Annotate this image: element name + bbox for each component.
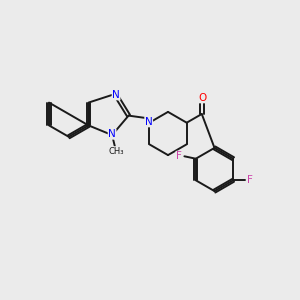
Text: CH₃: CH₃	[108, 147, 124, 156]
Text: N: N	[108, 129, 116, 139]
Text: N: N	[112, 90, 120, 100]
Text: N: N	[145, 117, 153, 127]
Text: F: F	[247, 175, 253, 185]
Text: F: F	[176, 151, 182, 161]
Text: O: O	[198, 93, 206, 103]
